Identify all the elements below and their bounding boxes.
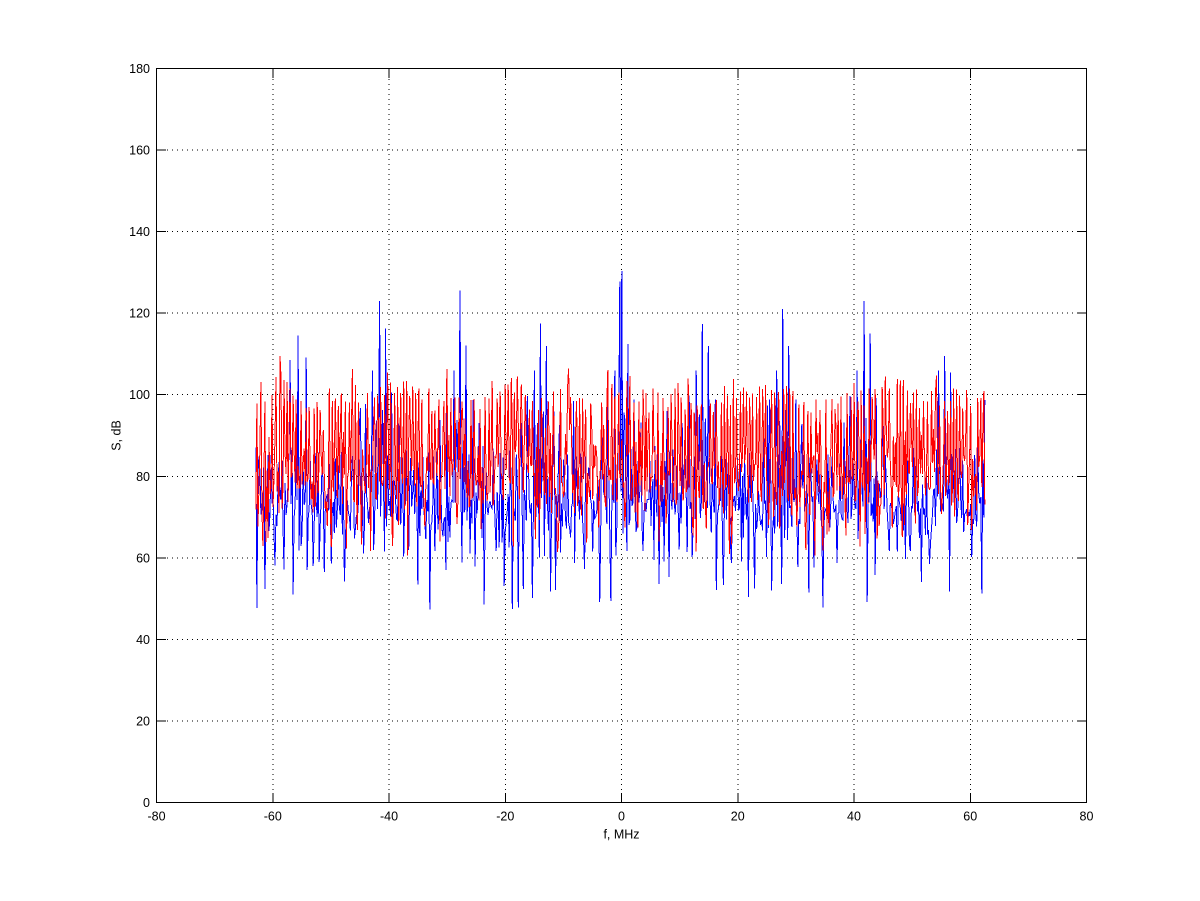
svg-text:-60: -60: [264, 810, 282, 824]
svg-text:20: 20: [136, 714, 150, 728]
svg-text:f, MHz: f, MHz: [603, 828, 639, 842]
svg-text:80: 80: [1080, 810, 1094, 824]
svg-text:60: 60: [963, 810, 977, 824]
svg-text:0: 0: [618, 810, 625, 824]
svg-text:40: 40: [136, 633, 150, 647]
svg-text:120: 120: [129, 307, 150, 321]
svg-text:20: 20: [731, 810, 745, 824]
svg-text:40: 40: [847, 810, 861, 824]
svg-text:S, dB: S, dB: [110, 420, 124, 451]
svg-text:140: 140: [129, 225, 150, 239]
svg-text:60: 60: [136, 551, 150, 565]
svg-text:-40: -40: [380, 810, 398, 824]
svg-text:180: 180: [129, 62, 150, 76]
svg-text:80: 80: [136, 470, 150, 484]
svg-text:100: 100: [129, 388, 150, 402]
svg-text:0: 0: [143, 796, 150, 810]
svg-text:160: 160: [129, 144, 150, 158]
svg-text:-20: -20: [496, 810, 514, 824]
svg-text:-80: -80: [147, 810, 165, 824]
